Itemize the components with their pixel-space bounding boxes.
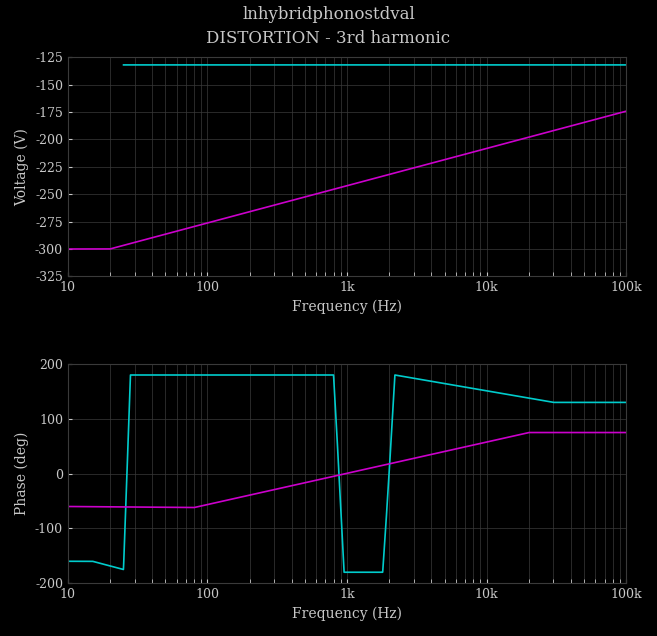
Y-axis label: Phase (deg): Phase (deg) <box>15 432 30 515</box>
Text: lnhybridphonostdval
DISTORTION - 3rd harmonic: lnhybridphonostdval DISTORTION - 3rd har… <box>206 6 451 47</box>
X-axis label: Frequency (Hz): Frequency (Hz) <box>292 300 402 314</box>
Y-axis label: Voltage (V): Voltage (V) <box>15 128 30 206</box>
X-axis label: Frequency (Hz): Frequency (Hz) <box>292 607 402 621</box>
